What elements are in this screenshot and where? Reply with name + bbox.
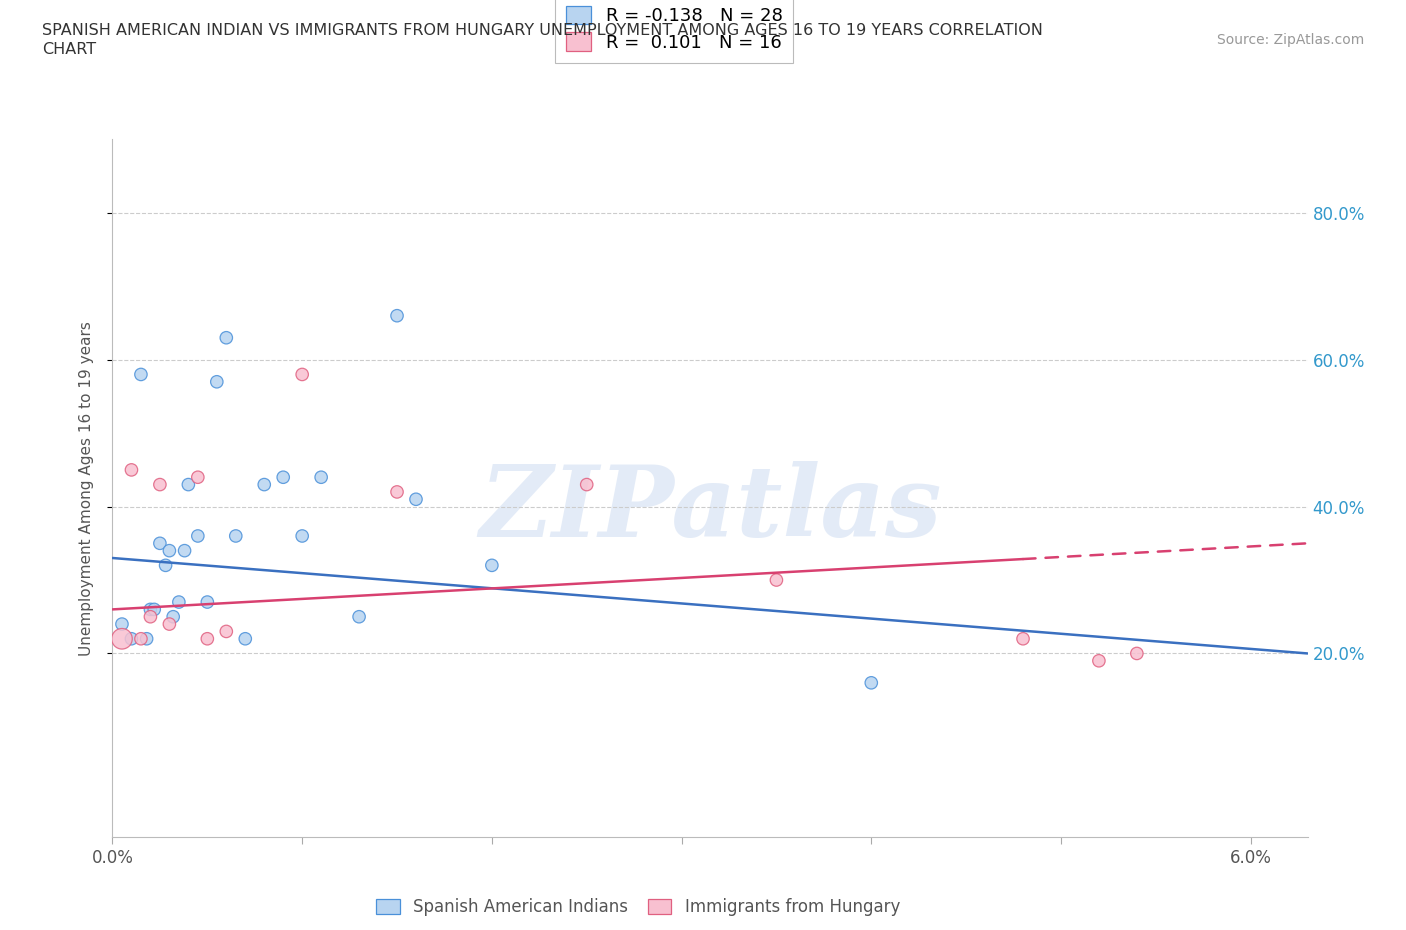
Text: SPANISH AMERICAN INDIAN VS IMMIGRANTS FROM HUNGARY UNEMPLOYMENT AMONG AGES 16 TO: SPANISH AMERICAN INDIAN VS IMMIGRANTS FR… (42, 23, 1043, 38)
Point (129, 367, 152, 382)
Y-axis label: Unemployment Among Ages 16 to 19 years: Unemployment Among Ages 16 to 19 years (79, 321, 94, 656)
Point (1126, 646, 1149, 661)
Point (575, 477, 598, 492)
Point (385, 485, 408, 499)
Point (155, 558, 177, 573)
Point (195, 594, 218, 609)
Point (157, 543, 180, 558)
Point (149, 477, 172, 492)
Point (271, 470, 294, 485)
Point (177, 477, 200, 492)
Point (385, 308, 408, 323)
Point (111, 631, 134, 646)
Point (405, 492, 427, 507)
Point (139, 602, 162, 617)
Point (253, 477, 276, 492)
Point (860, 675, 883, 690)
Point (233, 631, 256, 646)
Legend: Spanish American Indians, Immigrants from Hungary: Spanish American Indians, Immigrants fro… (370, 892, 907, 923)
Point (120, 462, 142, 477)
Point (187, 528, 209, 543)
Point (139, 609, 162, 624)
Point (1088, 654, 1111, 669)
Point (173, 543, 195, 558)
Point (205, 375, 228, 390)
Point (225, 528, 247, 543)
Point (111, 617, 134, 631)
Point (1012, 631, 1035, 646)
Point (347, 609, 370, 624)
Point (291, 367, 314, 382)
Point (135, 631, 157, 646)
Point (143, 602, 166, 617)
Point (149, 536, 172, 551)
Point (215, 330, 238, 345)
Point (187, 470, 209, 485)
Text: ZIPatlas: ZIPatlas (479, 461, 941, 557)
Point (481, 558, 503, 573)
Point (157, 617, 180, 631)
Point (120, 631, 142, 646)
Text: Source: ZipAtlas.com: Source: ZipAtlas.com (1216, 33, 1364, 46)
Point (309, 470, 332, 485)
Point (765, 573, 787, 588)
Point (167, 594, 190, 609)
Point (215, 624, 238, 639)
Point (291, 528, 314, 543)
Point (195, 631, 218, 646)
Point (162, 609, 184, 624)
Text: CHART: CHART (42, 42, 96, 57)
Point (129, 631, 152, 646)
